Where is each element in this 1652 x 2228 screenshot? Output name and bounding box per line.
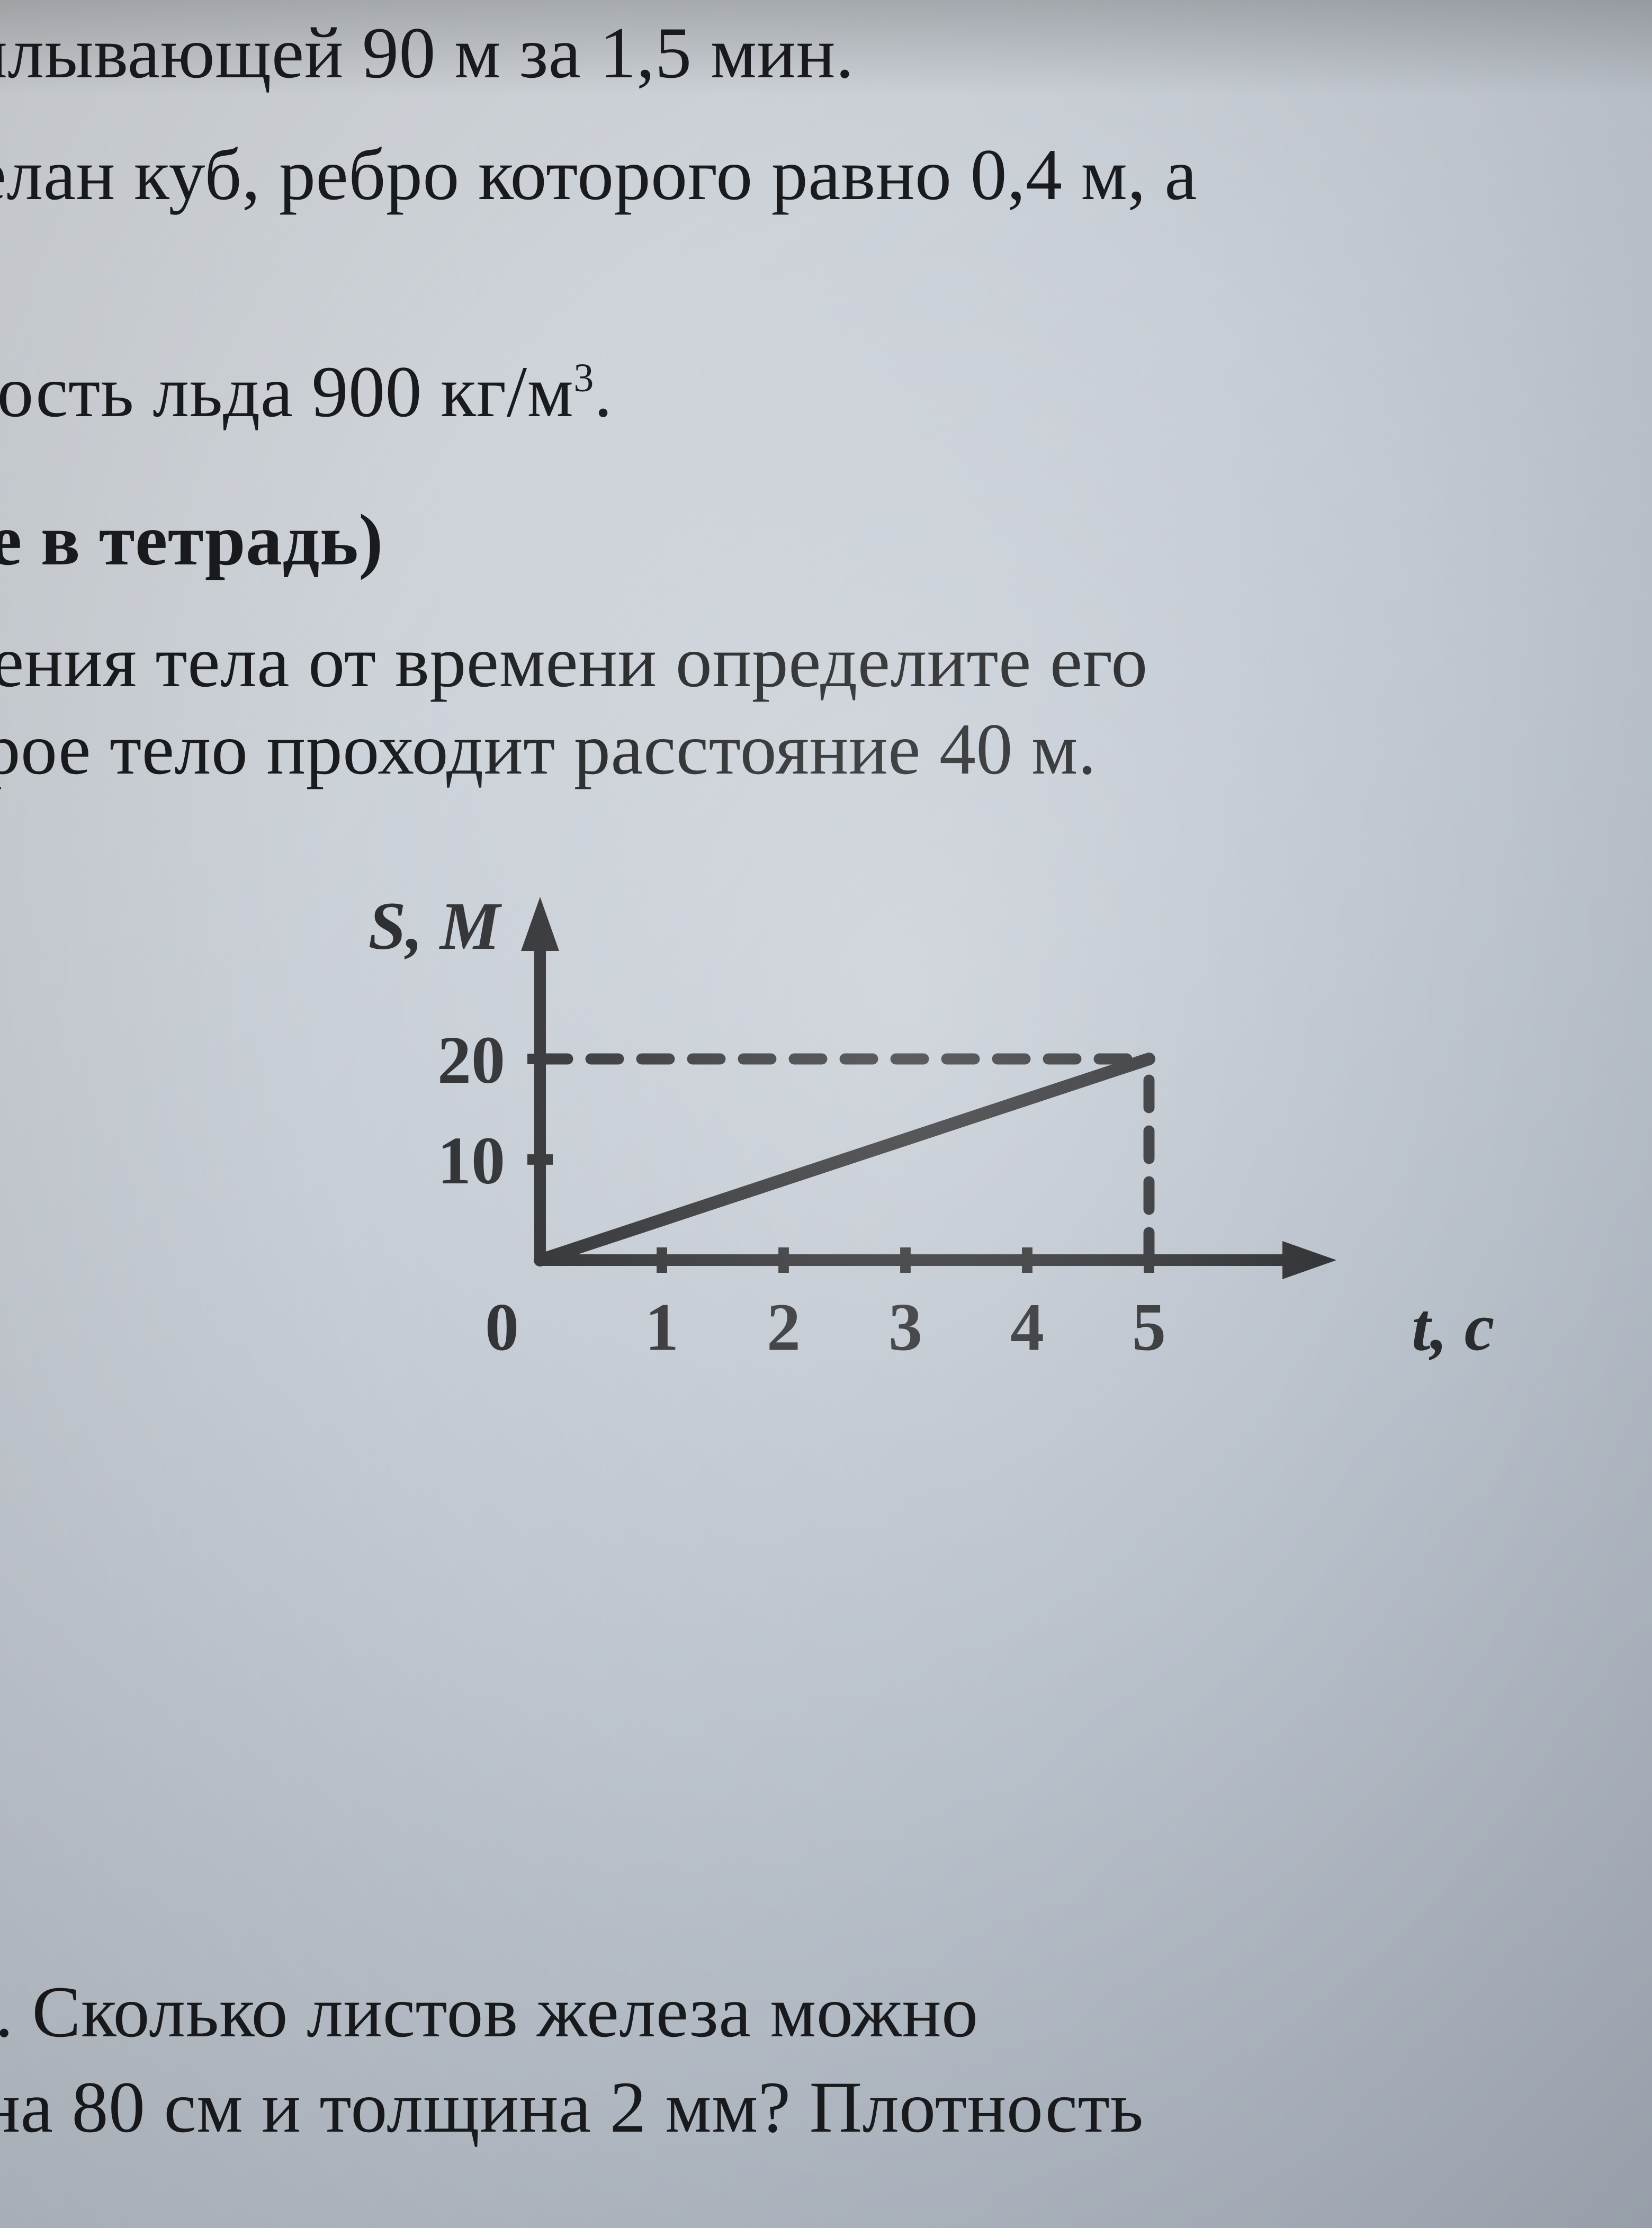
x-axis-label: t, с [1412,1290,1494,1365]
page: плывающей 90 м за 1,5 мин. делан куб, ре… [0,0,1652,2228]
x-tick-label: 2 [767,1290,801,1365]
x-axis-arrow [1282,1241,1336,1279]
data-line [540,1059,1149,1260]
x-tick-label: 5 [1132,1290,1166,1365]
x-tick-label: 4 [1010,1290,1044,1365]
y-tick-label: 20 [437,1022,505,1098]
origin-label: 0 [485,1290,519,1365]
y-axis-label: S, М [369,888,502,964]
y-tick-label: 10 [437,1123,505,1198]
x-tick-label: 1 [645,1290,679,1365]
x-tick-label: 3 [888,1290,922,1365]
distance-time-chart: 1 2 3 4 5 10 20 0 S, М t, с [0,0,1652,2228]
y-axis-arrow [521,897,559,951]
